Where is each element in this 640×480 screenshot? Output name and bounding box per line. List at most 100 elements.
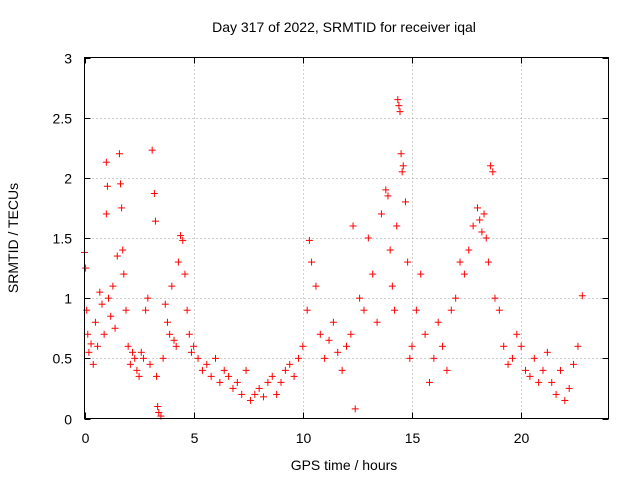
- data-point: [111, 324, 119, 332]
- data-point: [398, 168, 406, 176]
- data-point: [102, 210, 110, 218]
- data-point: [137, 348, 145, 356]
- data-point: [299, 342, 307, 350]
- data-point: [107, 312, 115, 320]
- data-point: [102, 158, 110, 166]
- data-point: [480, 210, 488, 218]
- data-point: [168, 282, 176, 290]
- data-point: [570, 360, 578, 368]
- data-point: [139, 354, 147, 362]
- data-point: [517, 342, 525, 350]
- data-point: [120, 270, 128, 278]
- data-point: [556, 366, 564, 374]
- data-point: [443, 366, 451, 374]
- y-tick-label: 0.5: [53, 351, 73, 367]
- data-point: [364, 234, 372, 242]
- data-point: [377, 210, 385, 218]
- data-point: [273, 390, 281, 398]
- data-point: [316, 330, 324, 338]
- data-point: [469, 222, 477, 230]
- data-point: [329, 318, 337, 326]
- data-point: [84, 330, 92, 338]
- data-point: [220, 366, 228, 374]
- data-point: [476, 216, 484, 224]
- data-point: [118, 204, 126, 212]
- data-point: [489, 168, 497, 176]
- data-point: [96, 288, 104, 296]
- data-point: [129, 348, 137, 356]
- data-point: [174, 258, 182, 266]
- data-point: [439, 342, 447, 350]
- data-point: [373, 318, 381, 326]
- data-point: [543, 348, 551, 356]
- data-point: [238, 390, 246, 398]
- data-point: [491, 294, 499, 302]
- data-point: [117, 180, 125, 188]
- data-point: [321, 354, 329, 362]
- data-point: [290, 372, 298, 380]
- data-point: [482, 234, 490, 242]
- data-point: [312, 282, 320, 290]
- data-point: [487, 162, 495, 170]
- data-point: [131, 354, 139, 362]
- data-point: [179, 236, 187, 244]
- data-point: [170, 336, 178, 344]
- data-point: [85, 348, 93, 356]
- data-point: [135, 372, 143, 380]
- data-point: [388, 282, 396, 290]
- data-points: [81, 96, 586, 420]
- data-point: [406, 354, 414, 362]
- data-point: [190, 342, 198, 350]
- x-tick-label: 10: [296, 430, 312, 446]
- data-point: [159, 354, 167, 362]
- data-point: [526, 372, 534, 380]
- data-point: [153, 372, 161, 380]
- data-point: [500, 342, 508, 350]
- data-point: [397, 150, 405, 158]
- x-tick-labels: 0 5 10 15 20: [82, 430, 530, 446]
- data-point: [212, 354, 219, 362]
- data-point: [360, 306, 368, 314]
- data-point: [183, 306, 191, 314]
- data-point: [535, 378, 543, 386]
- data-point: [495, 306, 503, 314]
- data-point: [408, 342, 416, 350]
- data-point: [133, 366, 141, 374]
- axis-ticks: [84, 57, 609, 420]
- data-point: [308, 258, 316, 266]
- data-point: [203, 360, 211, 368]
- data-point: [155, 408, 163, 416]
- data-point: [522, 366, 530, 374]
- data-point: [94, 342, 102, 350]
- data-point: [548, 378, 556, 386]
- data-point: [404, 258, 412, 266]
- data-point: [124, 342, 132, 350]
- y-tick-label: 0: [64, 412, 72, 428]
- data-point: [294, 354, 302, 362]
- data-point: [434, 318, 442, 326]
- data-point: [277, 378, 285, 386]
- data-point: [401, 198, 409, 206]
- data-point: [349, 222, 357, 230]
- data-point: [87, 340, 95, 348]
- grid-lines: [84, 57, 609, 419]
- data-point: [246, 396, 254, 404]
- data-point: [89, 360, 97, 368]
- data-point: [194, 354, 202, 362]
- data-point: [460, 270, 468, 278]
- y-tick-label: 1: [64, 291, 72, 307]
- data-point: [154, 402, 162, 410]
- data-point: [122, 306, 130, 314]
- data-point: [98, 300, 106, 308]
- y-tick-labels: 0 0.5 1 1.5 2 2.5 3: [53, 51, 73, 428]
- data-point: [109, 282, 117, 290]
- data-point: [163, 318, 171, 326]
- data-point: [172, 342, 180, 350]
- data-point: [386, 246, 394, 254]
- data-point: [151, 217, 159, 225]
- data-point: [425, 378, 433, 386]
- data-point: [119, 246, 127, 254]
- data-point: [225, 372, 233, 380]
- data-point: [447, 306, 455, 314]
- data-point: [539, 366, 547, 374]
